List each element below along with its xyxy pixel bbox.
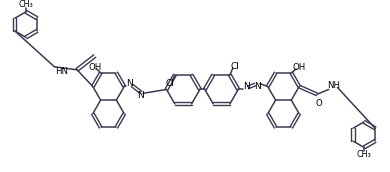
Text: O: O xyxy=(316,99,322,108)
Text: NH: NH xyxy=(327,81,340,90)
Text: N: N xyxy=(255,82,261,91)
Text: OH: OH xyxy=(292,63,306,72)
Text: Cl: Cl xyxy=(230,62,239,71)
Text: CH₃: CH₃ xyxy=(357,150,371,159)
Text: N: N xyxy=(243,82,250,91)
Text: N: N xyxy=(138,91,144,100)
Text: HN: HN xyxy=(55,67,68,76)
Text: CH₃: CH₃ xyxy=(19,0,33,9)
Text: OH: OH xyxy=(88,63,101,72)
Text: Cl: Cl xyxy=(165,79,174,88)
Text: N: N xyxy=(126,79,133,88)
